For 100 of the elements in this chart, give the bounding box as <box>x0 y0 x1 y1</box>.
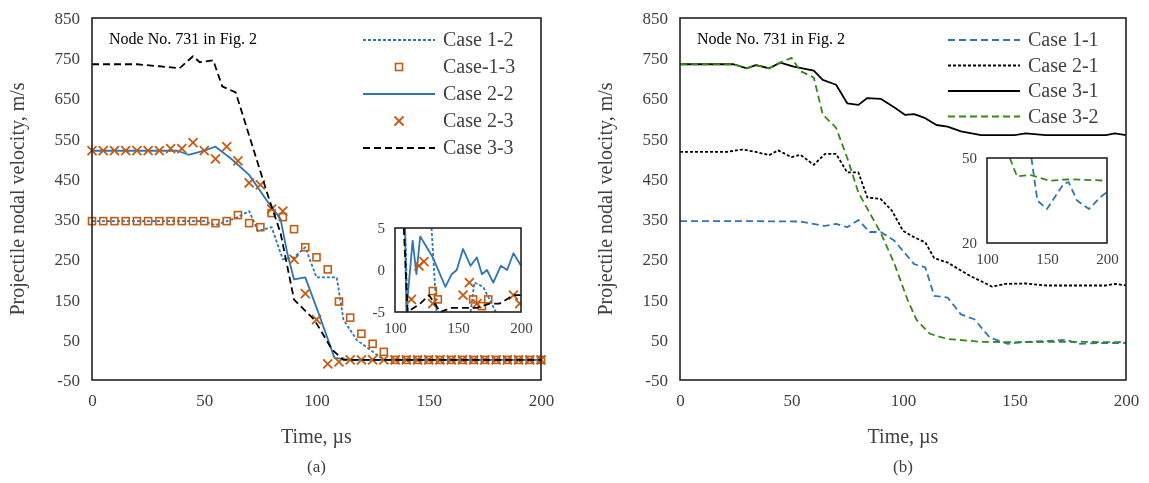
y-tick-label: 0 <box>377 262 385 279</box>
x-tick-label: 50 <box>783 391 801 411</box>
x-tick-label: 100 <box>384 319 407 336</box>
legend-label: Case 1-1 <box>1028 28 1099 50</box>
y-tick-label: 850 <box>54 8 80 28</box>
legend-label: Case 2-1 <box>1028 53 1099 76</box>
point <box>188 216 198 226</box>
point <box>210 153 221 165</box>
y-tick-label: 550 <box>642 129 668 149</box>
y-tick-label: 450 <box>642 169 668 189</box>
y-tick-label: 550 <box>54 129 80 149</box>
y-tick-label: -5 <box>372 304 385 321</box>
point <box>300 242 310 252</box>
legend-label: Case 3-2 <box>1028 104 1099 127</box>
point <box>121 216 130 226</box>
point <box>471 298 483 309</box>
point <box>267 208 276 218</box>
x-tick-label: 0 <box>676 391 685 411</box>
point <box>508 289 519 301</box>
legend-label: Case 2-2 <box>443 82 514 104</box>
line-series <box>679 219 1127 345</box>
legend-label: Case 3-1 <box>1028 79 1099 101</box>
point <box>244 218 254 228</box>
point <box>433 295 443 304</box>
point <box>132 216 142 226</box>
point <box>278 212 288 222</box>
point <box>233 210 243 220</box>
point <box>483 295 493 304</box>
point <box>463 277 475 288</box>
y-tick-label: 750 <box>54 49 80 69</box>
point <box>98 216 108 226</box>
y-tick-label: 750 <box>642 49 668 69</box>
y-tick-label: 250 <box>642 250 668 270</box>
point <box>413 260 425 272</box>
y-tick-label: -50 <box>57 370 80 390</box>
x-tick-label: 150 <box>416 391 442 411</box>
y-tick-label: 350 <box>642 210 668 230</box>
y-tick-label: 350 <box>54 210 80 230</box>
text: (a) <box>307 457 326 476</box>
point <box>211 218 220 228</box>
point <box>155 216 164 226</box>
point <box>345 313 355 322</box>
legend-label: Case-1-3 <box>443 55 516 77</box>
point <box>166 216 175 226</box>
y-axis-title: Projectile nodal velocity, m/s <box>6 82 29 316</box>
y-tick-label: 850 <box>642 8 668 28</box>
point <box>312 253 321 262</box>
legend-label: Case 2-3 <box>443 109 514 131</box>
x-tick-label: 200 <box>1096 250 1119 267</box>
x-tick-label: 100 <box>304 391 330 411</box>
y-tick-label: 450 <box>54 169 80 189</box>
y-tick-label: 150 <box>54 290 80 310</box>
point <box>334 297 344 306</box>
point <box>477 301 487 311</box>
line-series <box>1030 157 1107 210</box>
y-tick-label: 250 <box>54 250 80 270</box>
x-tick-label: 200 <box>510 319 533 336</box>
point <box>110 216 119 226</box>
point <box>187 137 199 149</box>
annotation: Node No. 731 in Fig. 2 <box>109 30 257 48</box>
point <box>256 222 265 232</box>
point <box>368 339 377 349</box>
point <box>427 298 439 309</box>
x-tick-label: 50 <box>196 391 214 411</box>
point <box>288 253 300 265</box>
point <box>405 294 417 305</box>
point <box>468 295 478 304</box>
y-tick-label: 20 <box>962 235 977 252</box>
x-tick-label: 100 <box>976 250 999 267</box>
point <box>299 288 311 299</box>
x-axis-title: Time, µs <box>281 425 353 448</box>
point <box>198 145 210 157</box>
text: (b) <box>893 457 913 476</box>
y-tick-label: 5 <box>377 220 385 237</box>
annotation: Node No. 731 in Fig. 2 <box>697 30 845 48</box>
point <box>457 289 469 301</box>
point <box>221 141 233 153</box>
y-tick-label: 150 <box>642 290 668 310</box>
point <box>379 347 389 357</box>
x-tick-label: 150 <box>1036 250 1059 267</box>
legend-label: Case 1-2 <box>443 28 514 50</box>
y-axis-title: Projectile nodal velocity, m/s <box>594 82 617 316</box>
x-tick-label: 100 <box>890 391 917 411</box>
point <box>323 265 333 274</box>
point <box>428 286 438 296</box>
x-tick-label: 150 <box>447 319 470 336</box>
line-series <box>679 148 1127 288</box>
point <box>199 216 209 226</box>
y-tick-label: 650 <box>54 89 80 109</box>
legend-label: Case 3-3 <box>443 136 514 158</box>
y-tick-label: -50 <box>645 370 668 390</box>
point <box>311 314 322 326</box>
point <box>222 216 231 226</box>
point <box>232 155 244 167</box>
point <box>289 224 299 234</box>
x-tick-label: 0 <box>88 391 97 411</box>
point <box>143 216 153 226</box>
x-tick-label: 200 <box>528 391 555 411</box>
x-axis-title: Time, µs <box>867 425 939 448</box>
point <box>87 216 97 226</box>
